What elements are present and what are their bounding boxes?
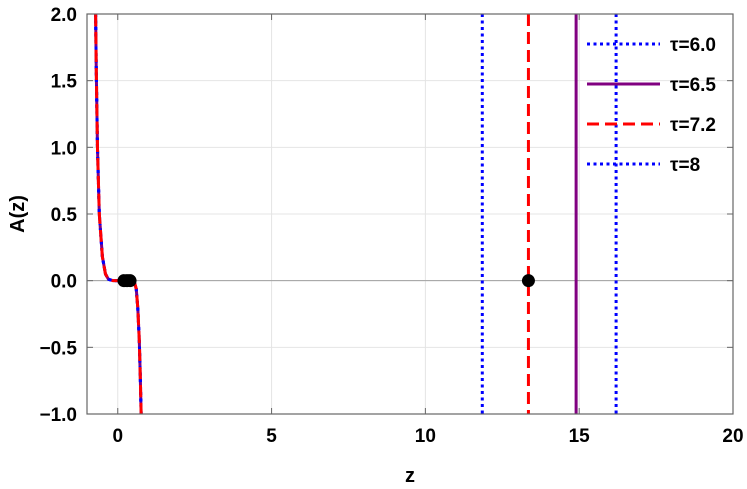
x-axis-title: z	[405, 465, 415, 487]
marker-layer	[117, 274, 535, 288]
data-point-marker	[521, 274, 535, 288]
x-tick-label: 5	[266, 426, 277, 447]
x-tick-label: 10	[415, 426, 436, 447]
y-tick-label: 1.0	[51, 138, 77, 159]
x-tick-label: 20	[722, 426, 743, 447]
data-point-marker	[123, 274, 137, 288]
y-axis-title: A(z)	[7, 195, 29, 233]
x-tick-label: 15	[569, 426, 591, 447]
legend-label: τ=6.0	[670, 35, 716, 56]
legend-label: τ=6.5	[670, 75, 716, 96]
y-tick-label: −0.5	[39, 338, 77, 359]
legend: τ=6.0 τ=6.5 τ=7.2 τ=8	[587, 35, 716, 176]
y-tick-label: 1.5	[51, 72, 78, 93]
legend-label: τ=8	[670, 155, 700, 176]
x-tick-label: 0	[112, 426, 123, 447]
ticks: 0 5 10 15 20 −1.0 −0.5 0.0 0.5 1.0 1.5 2.0	[39, 5, 743, 447]
legend-label: τ=7.2	[670, 115, 716, 136]
y-tick-label: −1.0	[39, 405, 77, 426]
y-tick-label: 0.5	[51, 205, 78, 226]
y-tick-label: 2.0	[51, 5, 77, 26]
y-tick-label: 0.0	[51, 272, 77, 293]
